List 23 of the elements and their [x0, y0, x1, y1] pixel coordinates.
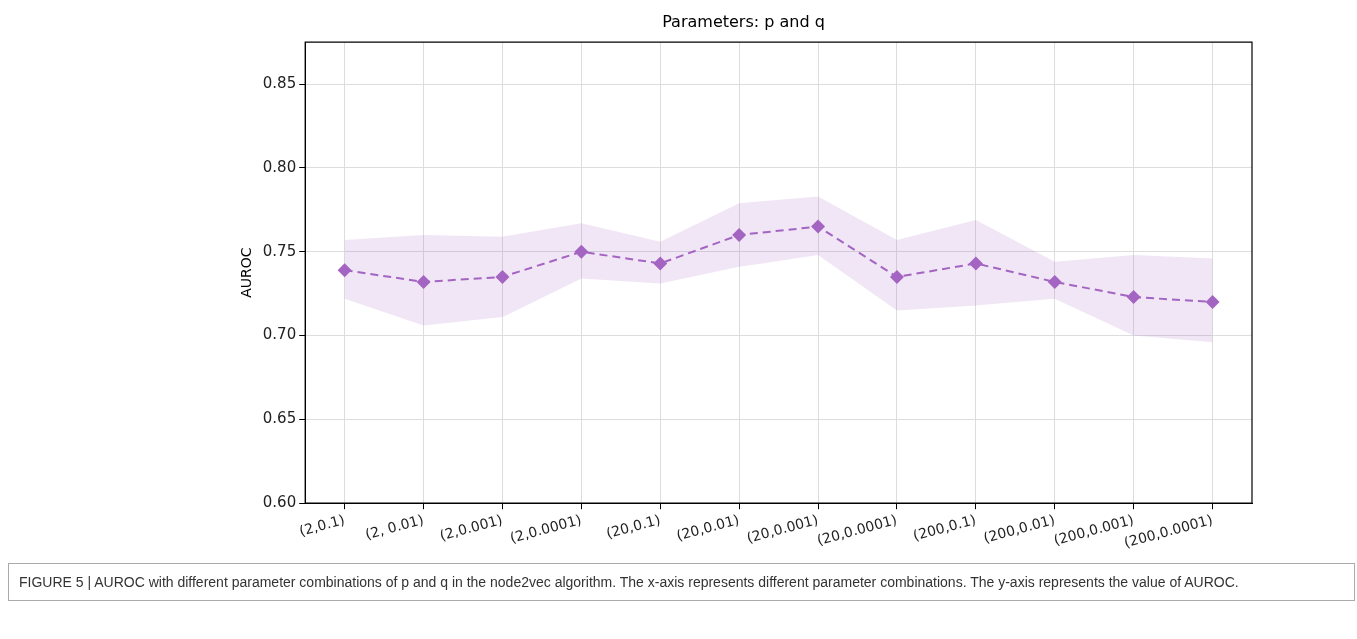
y-tick-label: 0.65 — [262, 409, 297, 428]
y-tick-label: 0.80 — [262, 157, 297, 176]
point — [337, 263, 352, 278]
caption: FIGURE 5 | AUROC with different parameter combinations of p and q in the node2vec algorithm. The x-axis represents different parameter combinations. The y-axis represents the value of AUROC. — [8, 563, 1355, 602]
x-tick-label: (2,0.1) — [297, 511, 347, 539]
y-tick-label: 0.75 — [262, 241, 297, 260]
point — [968, 256, 983, 271]
x-tick-label: (2, 0.01) — [363, 511, 426, 543]
y-tick-label: 0.60 — [262, 493, 297, 512]
point — [811, 219, 826, 234]
point — [889, 269, 904, 284]
point — [416, 274, 431, 289]
y-tick-label: 0.70 — [262, 325, 297, 344]
point — [1047, 274, 1062, 289]
chart-title: Parameters: p and q — [662, 11, 825, 31]
y-tick-label: 0.85 — [262, 74, 297, 92]
point — [495, 269, 510, 284]
y-axis-title: AUROC — [238, 247, 255, 298]
point — [1126, 290, 1141, 305]
point — [574, 244, 589, 259]
point — [1205, 295, 1220, 310]
point — [653, 256, 668, 271]
point — [732, 227, 747, 242]
